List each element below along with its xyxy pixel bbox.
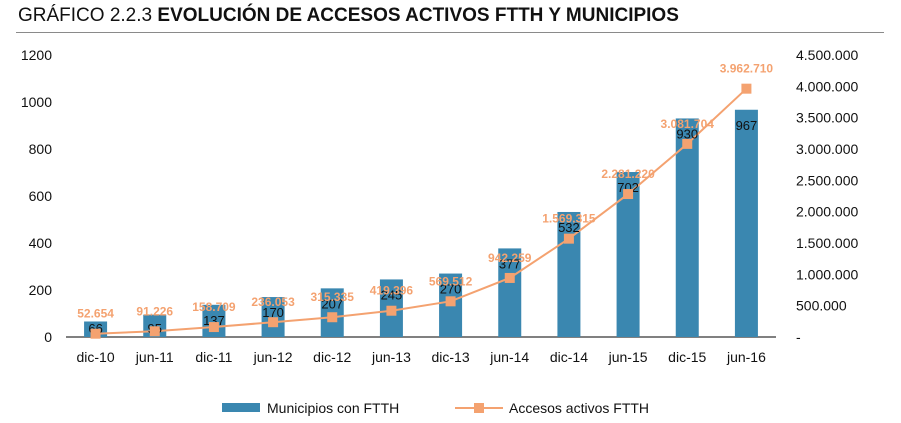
x-tick-label: dic-15 <box>668 349 706 365</box>
legend-marker-line <box>474 403 484 413</box>
y-right-tick-label: 2.500.000 <box>796 172 858 188</box>
line-value-label: 3.081.704 <box>661 117 715 131</box>
legend-swatch-bars <box>222 403 260 412</box>
line-value-label: 419.396 <box>370 284 414 298</box>
line-value-label: 2.281.220 <box>601 167 655 181</box>
y-right-tick-label: 4.000.000 <box>796 78 858 94</box>
line-marker <box>741 83 752 94</box>
x-tick-label: dic-14 <box>550 349 588 365</box>
y-left-tick-label: 1000 <box>21 94 52 110</box>
line-marker <box>682 138 693 149</box>
bar-municipios <box>498 248 522 337</box>
line-marker <box>504 272 515 283</box>
bar-value-label: 930 <box>676 126 698 141</box>
bar-value-label: 207 <box>321 296 343 311</box>
bar-municipios <box>675 118 699 337</box>
x-tick-label: jun-13 <box>371 349 411 365</box>
y-right-tick-label: 1.500.000 <box>796 235 858 251</box>
y-left-tick-label: 400 <box>29 235 53 251</box>
y-right-tick-label: 2.000.000 <box>796 204 858 220</box>
x-tick-label: jun-16 <box>726 349 766 365</box>
line-value-label: 91.226 <box>136 304 173 318</box>
line-marker <box>386 305 397 316</box>
line-marker <box>563 233 574 244</box>
bar-value-label: 137 <box>203 313 225 328</box>
line-marker <box>268 317 279 328</box>
bar-value-label: 377 <box>499 256 521 271</box>
bar-value-label: 170 <box>262 305 284 320</box>
line-marker <box>208 322 219 333</box>
x-tick-label: jun-14 <box>489 349 529 365</box>
bar-value-label: 245 <box>381 287 403 302</box>
x-tick-label: dic-12 <box>313 349 351 365</box>
line-marker <box>149 326 160 337</box>
bar-municipios <box>734 109 758 337</box>
y-left-tick-label: 800 <box>29 141 53 157</box>
bar-value-label: 270 <box>440 282 462 297</box>
y-left-tick-label: 600 <box>29 188 53 204</box>
line-value-label: 569.512 <box>429 274 473 288</box>
x-tick-label: jun-12 <box>253 349 293 365</box>
line-value-label: 52.654 <box>77 307 114 321</box>
legend-label-bars: Municipios con FTTH <box>267 400 399 416</box>
y-right-tick-label: 1.000.000 <box>796 266 858 282</box>
y-right-tick-label: - <box>796 329 801 345</box>
chart-number: GRÁFICO 2.2.3 <box>18 5 153 26</box>
y-right-tick-label: 3.500.000 <box>796 110 858 126</box>
line-value-label: 236.053 <box>251 295 295 309</box>
title-divider <box>16 32 884 33</box>
bar-municipios <box>261 297 285 337</box>
y-right-tick-label: 3.000.000 <box>796 141 858 157</box>
bar-municipios <box>202 304 226 337</box>
bar-value-label: 532 <box>558 220 580 235</box>
line-accesos <box>95 87 748 335</box>
line-value-label: 3.962.710 <box>720 62 774 76</box>
y-right-tick-label: 4.500.000 <box>796 47 858 63</box>
x-tick-label: dic-10 <box>77 349 115 365</box>
y-left-tick-label: 0 <box>44 329 52 345</box>
line-marker <box>445 296 456 307</box>
line-marker <box>327 312 338 323</box>
y-left-tick-label: 200 <box>29 282 53 298</box>
line-marker <box>90 328 101 339</box>
x-tick-label: jun-11 <box>135 349 174 365</box>
line-value-label: 1.569.315 <box>542 212 596 226</box>
line-value-label: 942.259 <box>488 251 532 265</box>
y-right-tick-label: 500.000 <box>796 298 847 314</box>
line-value-label: 315.335 <box>311 290 355 304</box>
x-tick-label: jun-15 <box>608 349 648 365</box>
line-marker <box>623 189 634 200</box>
bar-municipios <box>616 172 640 337</box>
chart-heading: EVOLUCIÓN DE ACCESOS ACTIVOS FTTH Y MUNI… <box>157 5 679 26</box>
legend-label-line: Accesos activos FTTH <box>509 400 649 416</box>
bar-value-label: 967 <box>736 118 758 133</box>
line-value-label: 158.709 <box>192 300 236 314</box>
y-left-tick-label: 1200 <box>21 47 52 63</box>
chart-title: GRÁFICO 2.2.3 EVOLUCIÓN DE ACCESOS ACTIV… <box>18 5 679 27</box>
x-tick-label: dic-13 <box>432 349 470 365</box>
bar-value-label: 702 <box>617 180 639 195</box>
x-tick-label: dic-11 <box>195 349 232 365</box>
